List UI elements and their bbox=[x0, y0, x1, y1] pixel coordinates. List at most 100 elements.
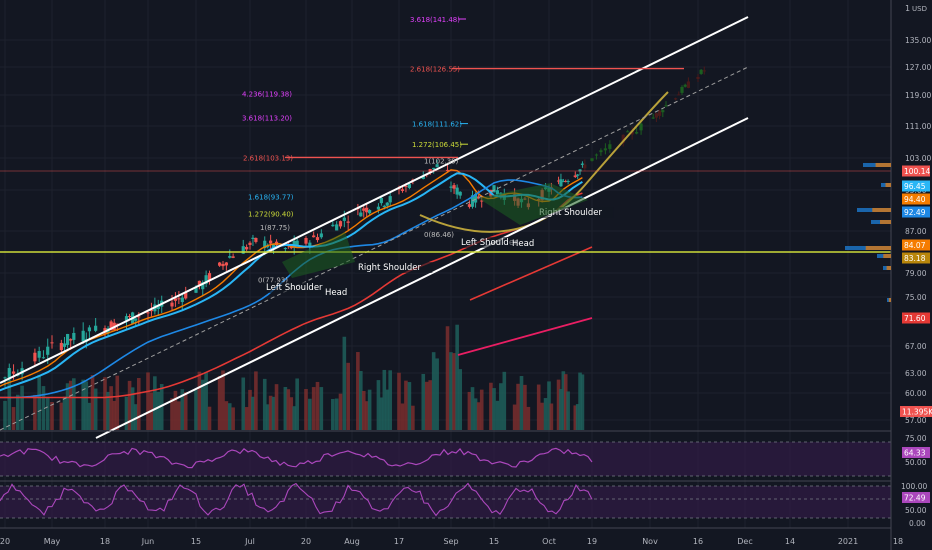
candle-body bbox=[556, 180, 561, 182]
volume-bar bbox=[407, 382, 412, 430]
candle-body bbox=[382, 205, 386, 208]
price-badge bbox=[902, 165, 930, 177]
parabolic-curve bbox=[419, 91, 669, 233]
candle-body bbox=[492, 185, 496, 193]
price-badge bbox=[902, 312, 930, 324]
candle-body bbox=[269, 240, 273, 244]
volume-bar bbox=[271, 396, 276, 430]
ma-red-extension bbox=[469, 246, 593, 301]
candle-body bbox=[561, 181, 565, 183]
volume-bar bbox=[334, 398, 339, 430]
volume-bar bbox=[283, 387, 288, 430]
candle-body bbox=[197, 280, 201, 287]
volume-bar bbox=[180, 389, 185, 430]
volume-bar bbox=[217, 375, 222, 430]
candle-body bbox=[218, 262, 222, 266]
grid bbox=[0, 0, 899, 528]
fib-label: 3.618(141.48) bbox=[410, 16, 460, 24]
volume-bar bbox=[435, 358, 439, 430]
volume-bar bbox=[254, 371, 258, 430]
volume-bar bbox=[492, 388, 496, 430]
price-badge bbox=[902, 239, 930, 251]
volume-bar bbox=[523, 384, 527, 430]
volume-bar bbox=[204, 372, 208, 430]
volume-bar bbox=[367, 389, 372, 430]
volume-bar bbox=[115, 375, 120, 430]
volume-bar bbox=[90, 375, 95, 430]
rsi-value: 64.33 bbox=[904, 449, 926, 458]
candle-body bbox=[661, 110, 665, 113]
candle-body bbox=[621, 134, 625, 143]
price-axis-bg bbox=[891, 0, 932, 550]
candle-body bbox=[583, 164, 587, 169]
pattern-label-bg bbox=[355, 262, 433, 273]
price-tick-label: 119.00 bbox=[905, 91, 931, 100]
stoch-tick-label: 0.00 bbox=[909, 519, 926, 528]
volume-bar bbox=[130, 387, 135, 430]
candle-body bbox=[452, 185, 456, 189]
candle-body bbox=[251, 237, 255, 240]
channel-upper bbox=[0, 16, 749, 384]
candle-body bbox=[664, 105, 668, 107]
candle-body bbox=[608, 144, 612, 149]
volume-bar bbox=[109, 386, 113, 430]
candle-body bbox=[109, 321, 113, 331]
candle-body bbox=[467, 204, 472, 207]
volume-bar bbox=[68, 380, 73, 430]
volume-bar bbox=[37, 374, 41, 430]
candle-body bbox=[449, 186, 453, 188]
candle-body bbox=[335, 224, 339, 231]
volume-bar bbox=[50, 401, 54, 430]
candle-body bbox=[59, 342, 63, 351]
volume-bar bbox=[194, 389, 198, 430]
fib-label: 1.618(93.77) bbox=[248, 193, 294, 201]
volume-bar bbox=[62, 396, 67, 430]
price-tick-label: 111.00 bbox=[905, 122, 931, 131]
volume-bar bbox=[146, 372, 150, 430]
volume-bar bbox=[580, 374, 585, 430]
volume-bar bbox=[248, 389, 252, 430]
candle-body bbox=[342, 217, 346, 221]
volume-bar bbox=[159, 384, 164, 430]
volume-bar bbox=[221, 370, 225, 430]
volume-profile-bar bbox=[865, 246, 891, 250]
volume-bar bbox=[241, 377, 246, 430]
candle-body bbox=[180, 297, 184, 303]
candle-body bbox=[626, 131, 630, 133]
candle-body bbox=[696, 76, 700, 79]
volume-bar bbox=[428, 380, 432, 430]
candle-body bbox=[368, 210, 372, 214]
pattern-zone bbox=[478, 183, 588, 225]
candle-body bbox=[134, 318, 138, 321]
fib-label: 1.272(90.40) bbox=[248, 211, 294, 219]
price-badge-label: 92.49 bbox=[904, 208, 926, 217]
volume-bar bbox=[382, 369, 387, 430]
pattern-label-bg bbox=[263, 282, 336, 293]
candle-body bbox=[204, 275, 208, 284]
volume-bar bbox=[385, 389, 390, 430]
volume-bar bbox=[479, 389, 484, 430]
candle-body bbox=[266, 245, 270, 248]
candle-body bbox=[137, 316, 141, 318]
volume-profile-bar bbox=[885, 183, 891, 187]
candle-body bbox=[11, 371, 16, 374]
volume-profile-bar bbox=[888, 298, 891, 302]
volume-bar bbox=[59, 402, 64, 430]
fib-label: 1.618(111.62) bbox=[412, 121, 462, 129]
candle-body bbox=[654, 113, 658, 118]
volume-bar bbox=[304, 389, 308, 430]
volume-bar bbox=[467, 391, 472, 430]
candle-body bbox=[124, 316, 129, 321]
fib-label: 3.618(113.20) bbox=[242, 114, 292, 122]
candle-body bbox=[674, 98, 678, 100]
volume-bar bbox=[41, 386, 46, 430]
price-badge bbox=[902, 206, 930, 218]
magenta-trendline bbox=[457, 317, 593, 356]
price-tick-label: 103.00 bbox=[905, 154, 931, 163]
time-tick-label: 15 bbox=[191, 537, 201, 546]
currency-label: USD bbox=[912, 5, 927, 13]
price-tick-label: 87.00 bbox=[905, 227, 927, 236]
volume-profile-bar bbox=[875, 163, 891, 167]
candle-body bbox=[635, 132, 639, 134]
